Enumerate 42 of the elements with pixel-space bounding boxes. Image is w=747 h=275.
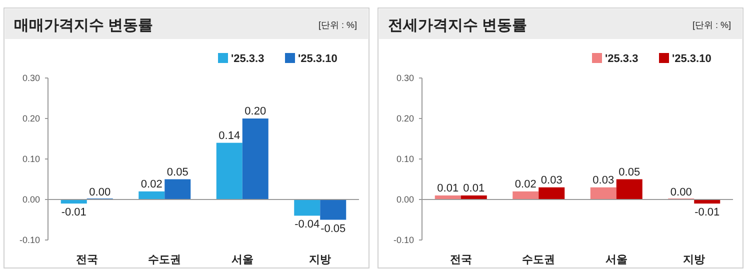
data-label: 0.00 [89,186,111,198]
y-tick-label: -0.10 [19,235,40,245]
data-label: 0.02 [140,178,162,190]
data-label: 0.05 [166,166,188,178]
legend-label: '25.3.3 [231,53,264,65]
legend-label: '25.3.3 [605,53,638,65]
text: [단위 : %] [318,20,357,30]
x-tick-label: 전국 [450,254,472,266]
x-tick-label: 서울 [605,254,628,266]
data-label: 0.03 [592,174,614,186]
x-tick-label: 지방 [308,254,332,266]
y-tick-label: -0.10 [393,235,414,245]
y-tick-label: 0.30 [22,73,40,83]
chart-title: 전세가격지수 변동률 [388,17,528,34]
data-label: -0.04 [294,218,320,231]
text: [단위 : %] [692,20,731,30]
data-label: -0.01 [61,206,86,219]
data-label: 0.02 [514,178,536,190]
x-tick-label: 서울 [231,254,254,266]
y-tick-label: 0.10 [22,154,40,164]
legend-label: '25.3.10 [672,53,712,65]
chart-title: 매매가격지수 변동률 [14,17,154,34]
y-tick-label: 0.00 [396,194,414,204]
data-label: -0.05 [320,222,346,235]
data-label: 0.05 [618,166,640,178]
x-tick-label: 지방 [682,254,706,266]
data-label: 0.01 [463,182,485,194]
legend-label: '25.3.10 [298,53,338,65]
y-tick-label: 0.20 [396,114,414,124]
x-tick-label: 전국 [76,254,98,266]
data-label: 0.03 [540,174,562,186]
data-label: 0.00 [670,186,692,198]
y-tick-label: 0.10 [396,154,414,164]
y-tick-label: 0.30 [396,73,414,83]
x-tick-label: 수도권 [522,254,556,266]
data-label: 0.20 [244,106,266,118]
data-label: 0.14 [218,130,240,142]
data-label: 0.01 [437,182,459,194]
x-tick-label: 수도권 [148,254,182,266]
y-tick-label: 0.20 [22,114,40,124]
y-tick-label: 0.00 [22,194,40,204]
data-label: -0.01 [694,206,720,219]
